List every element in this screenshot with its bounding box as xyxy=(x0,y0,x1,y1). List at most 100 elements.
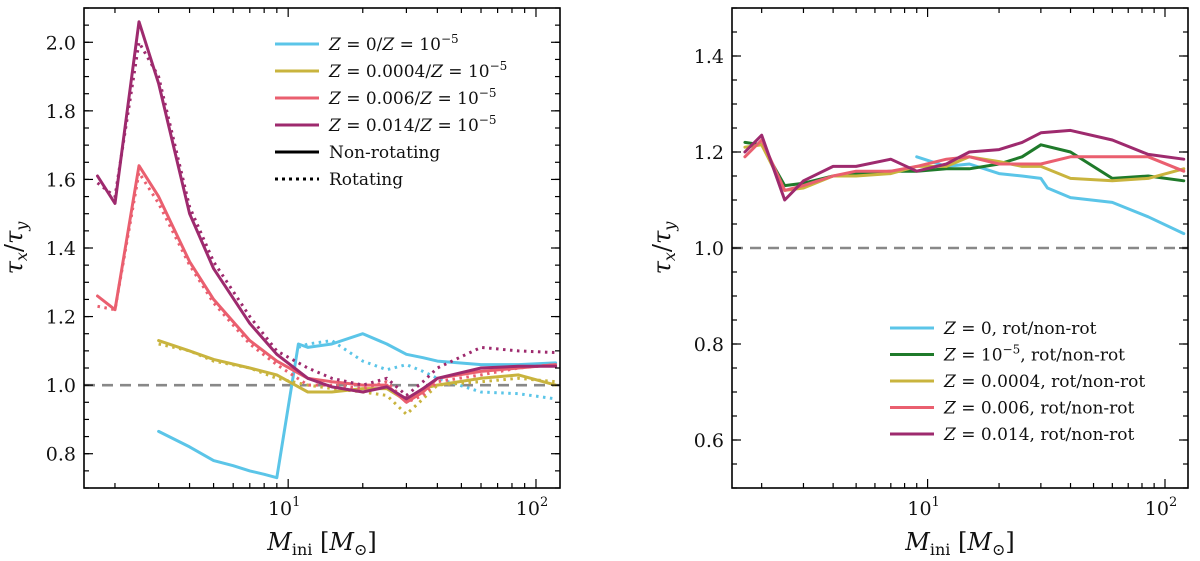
x-label-main: M xyxy=(904,528,931,556)
series-line-0 xyxy=(915,155,1186,236)
legend-text-part: = 0.006/ xyxy=(341,89,421,109)
legend-label: Z = 0.006, rot/non-rot xyxy=(943,399,1134,419)
y-tick-label: 1.4 xyxy=(694,46,724,68)
legend-symbol-z: Z xyxy=(943,372,957,392)
legend-text-part: = xyxy=(443,62,468,82)
legend-label: Z = 0.0004, rot/non-rot xyxy=(943,372,1145,392)
y-axis-label: τx/τy xyxy=(648,221,679,275)
legend-label: Z = 0.014/Z = 10−5​ xyxy=(328,113,496,136)
legend-text-part: = 0, rot/non-rot xyxy=(956,319,1097,339)
y-tick-label: 1.0 xyxy=(46,375,76,397)
x-label-bracket-close: ] xyxy=(1005,528,1014,556)
x-label-unit: M xyxy=(966,528,993,556)
y-label-y: y xyxy=(12,221,31,232)
legend-text-part: , rot/non-rot xyxy=(1020,346,1125,366)
legend-text-part: = 0/ xyxy=(341,35,383,55)
legend-text-part: = xyxy=(432,89,457,109)
legend-symbol-z: Z xyxy=(943,425,957,445)
legend-text-part: Rotating xyxy=(329,170,403,190)
y-tick-label: 2.0 xyxy=(46,32,76,54)
x-tick-base: 10 xyxy=(907,498,931,520)
legend-text-part: = xyxy=(956,346,981,366)
y-tick-label: 1.8 xyxy=(46,101,76,123)
x-tick-base: 10 xyxy=(516,498,540,520)
legend-symbol-z: Z xyxy=(943,399,957,419)
legend-power-exp: −5 xyxy=(479,86,497,100)
x-tick-exp: 1 xyxy=(292,495,300,510)
x-tick-label: 102 xyxy=(1145,495,1177,520)
legend-symbol-z: Z xyxy=(328,116,342,136)
series-group xyxy=(743,128,1186,236)
legend-symbol-z: Z xyxy=(943,346,957,366)
series-line-rotating-3 xyxy=(158,342,556,416)
series-line-6 xyxy=(96,20,558,401)
legend-text-part: = 0.006, rot/non-rot xyxy=(956,399,1135,419)
y-label-tau-x: τ xyxy=(648,260,676,274)
series-line-2 xyxy=(157,339,558,403)
legend-text-part: = 0.0004/ xyxy=(341,62,432,82)
legend-power-base: 10 xyxy=(457,89,479,109)
y-tick-label: 0.8 xyxy=(694,334,724,356)
legend-text-part: = xyxy=(432,116,457,136)
legend: Z = 0/Z = 10−5​Z = 0.0004/Z = 10−5​Z = 0… xyxy=(275,32,507,190)
y-label-tau-x: τ xyxy=(0,260,28,274)
legend-text-part: = 0.014/ xyxy=(341,116,421,136)
series-line-1 xyxy=(743,140,1186,188)
legend-symbol-z: Z xyxy=(328,35,342,55)
legend-text-part: = 0.0004, rot/non-rot xyxy=(956,372,1146,392)
series-line-rotating-7 xyxy=(96,40,556,397)
legend-power-base: 10 xyxy=(457,116,479,136)
series-line-0 xyxy=(157,332,558,480)
legend-power-exp: −5 xyxy=(441,32,459,46)
x-label-bracket-open: [ xyxy=(312,528,329,556)
x-tick-label: 101 xyxy=(268,495,300,520)
x-tick-base: 10 xyxy=(268,498,292,520)
legend-label: Non-rotating xyxy=(329,143,440,163)
legend-label: Z = 0/Z = 10−5​ xyxy=(328,32,459,55)
legend-symbol-z: Z xyxy=(419,89,433,109)
y-label-x: x xyxy=(660,252,679,261)
series-line-4 xyxy=(743,128,1186,202)
legend-text-part: = 0.014, rot/non-rot xyxy=(956,425,1135,445)
y-tick-label: 0.8 xyxy=(46,444,76,466)
legend-text-part: = xyxy=(394,35,419,55)
legend-label: Rotating xyxy=(329,170,403,190)
legend-label: Z = 10−5​, rot/non-rot xyxy=(943,343,1125,366)
legend-symbol-z: Z xyxy=(328,62,342,82)
legend-symbol-z: Z xyxy=(328,89,342,109)
x-label-unit-sub: ⊙ xyxy=(992,540,1005,559)
legend: Z = 0, rot/non-rot Z = 10−5​, rot/non-rot… xyxy=(890,319,1145,445)
x-label-unit-sub: ⊙ xyxy=(354,540,367,559)
y-tick-label: 1.2 xyxy=(694,142,724,164)
y-label-x: x xyxy=(12,252,31,261)
y-tick-label: 1.0 xyxy=(694,238,724,260)
x-label-bracket-open: [ xyxy=(950,528,967,556)
legend-symbol-z: Z xyxy=(419,116,433,136)
legend-label: Z = 0.0004/Z = 10−5​ xyxy=(328,59,507,82)
legend-power-base: 10 xyxy=(419,35,441,55)
x-tick-exp: 2 xyxy=(540,495,548,510)
y-label-slash: / xyxy=(648,243,676,252)
y-label-y: y xyxy=(660,221,679,232)
legend-label: Z = 0.014, rot/non-rot xyxy=(943,425,1134,445)
y-tick-label: 1.4 xyxy=(46,238,76,260)
series-group xyxy=(96,20,558,480)
x-tick-label: 101 xyxy=(907,495,939,520)
y-tick-label: 1.6 xyxy=(46,169,76,191)
legend-power-exp: −5 xyxy=(490,59,508,73)
x-tick-exp: 2 xyxy=(1169,495,1177,510)
x-label-sub: ini xyxy=(930,540,951,559)
y-label-slash: / xyxy=(0,243,28,252)
legend-symbol-z: Z xyxy=(430,62,444,82)
y-tick-label: 1.2 xyxy=(46,307,76,329)
x-axis-label: Mini [M⊙] xyxy=(266,528,376,559)
y-axis-label: τx/τy xyxy=(0,221,31,275)
y-label-tau-y: τ xyxy=(648,230,676,244)
legend-power-exp: −5 xyxy=(1003,343,1021,357)
x-label-main: M xyxy=(266,528,293,556)
legend-power-exp: −5 xyxy=(479,113,497,127)
x-tick-label: 102 xyxy=(516,495,548,520)
x-label-sub: ini xyxy=(292,540,313,559)
